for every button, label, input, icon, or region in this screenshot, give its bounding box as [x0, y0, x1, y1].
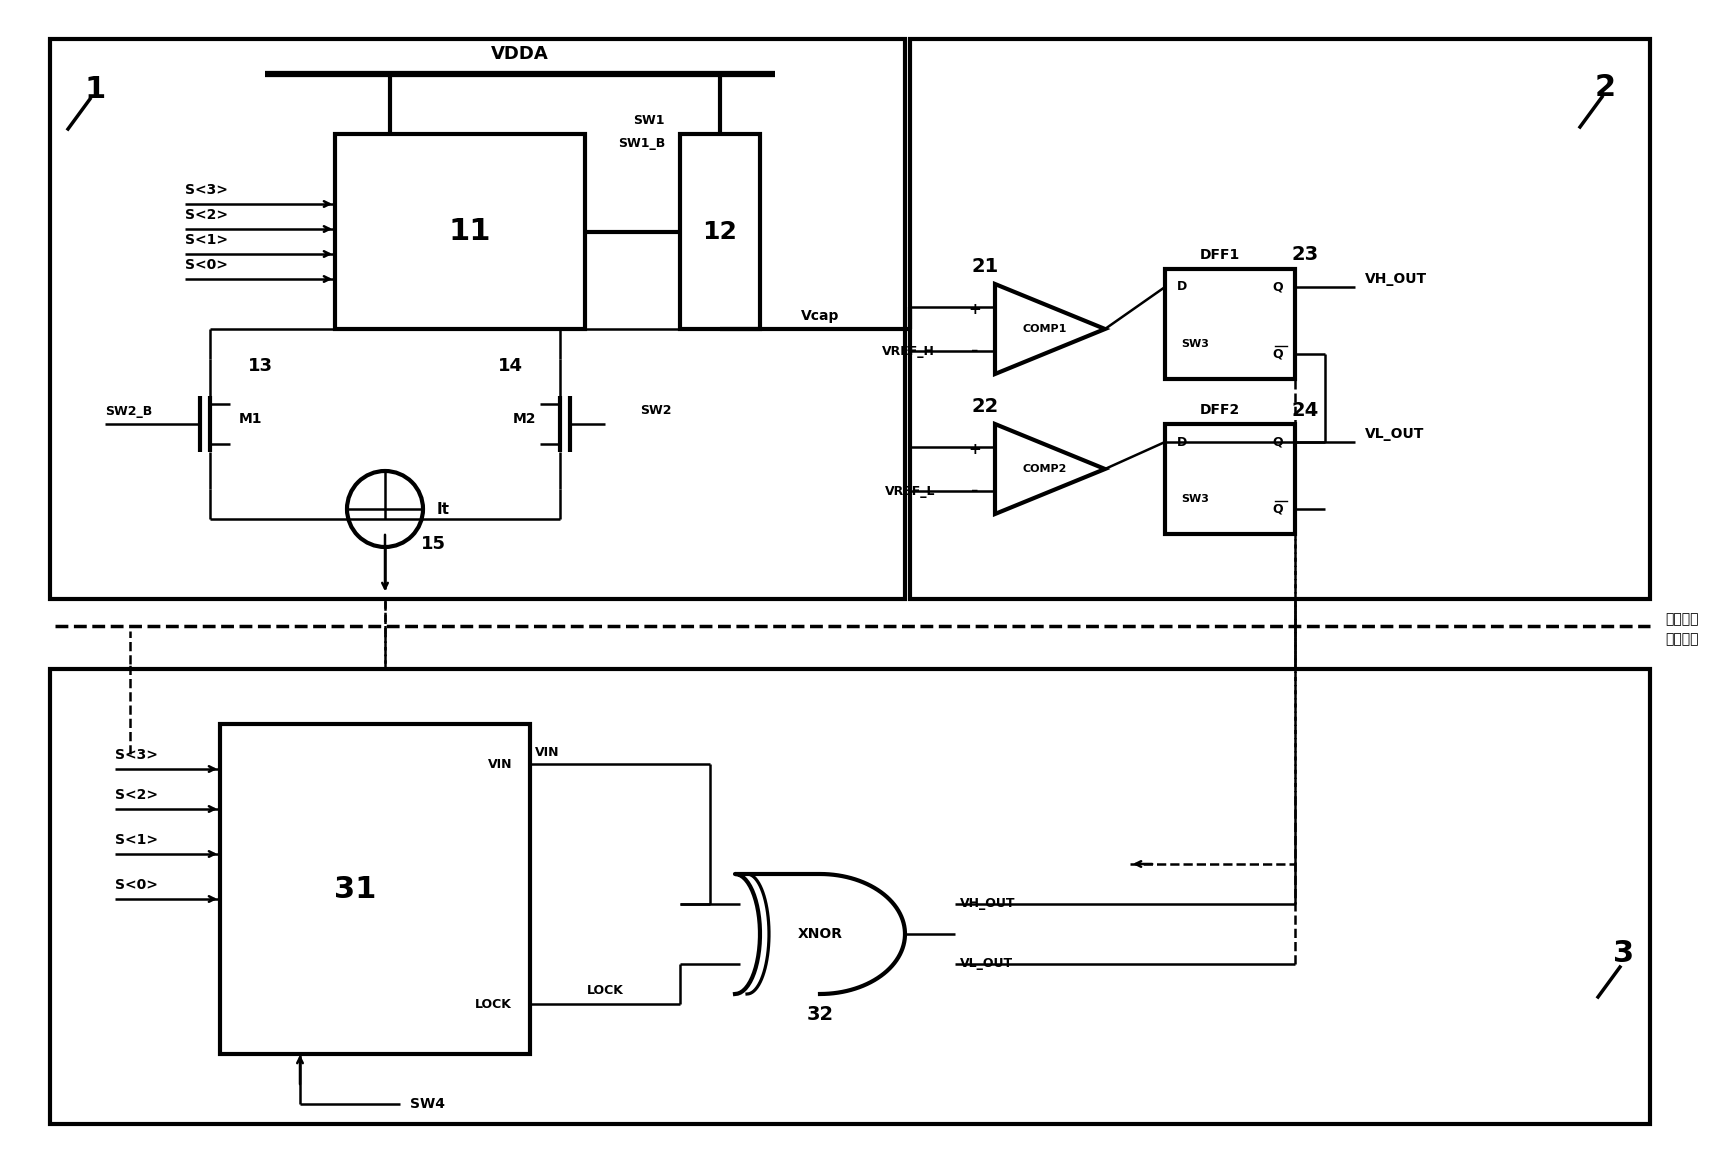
- Text: Q: Q: [1272, 503, 1284, 516]
- Text: 21: 21: [971, 256, 999, 276]
- Text: DFF1: DFF1: [1199, 248, 1241, 262]
- Text: M1: M1: [239, 411, 263, 426]
- Text: 模拟部分: 模拟部分: [1665, 613, 1699, 627]
- Text: S<1>: S<1>: [115, 833, 158, 848]
- Text: 12: 12: [702, 220, 738, 244]
- Text: Q: Q: [1272, 281, 1284, 293]
- Text: +: +: [968, 302, 982, 317]
- Text: 2: 2: [1594, 72, 1615, 102]
- Text: Vcap: Vcap: [801, 309, 839, 323]
- Text: Q: Q: [1272, 436, 1284, 449]
- Text: Q: Q: [1272, 347, 1284, 360]
- Text: M2: M2: [513, 411, 537, 426]
- Text: SW1: SW1: [633, 115, 666, 127]
- Text: LOCK: LOCK: [475, 997, 511, 1010]
- Text: 24: 24: [1292, 401, 1318, 420]
- Text: 23: 23: [1292, 245, 1318, 264]
- Text: SW4: SW4: [410, 1097, 444, 1111]
- Text: 3: 3: [1613, 940, 1635, 968]
- Text: VH_OUT: VH_OUT: [1364, 272, 1428, 286]
- Text: S<3>: S<3>: [185, 184, 228, 198]
- Text: VH_OUT: VH_OUT: [959, 898, 1016, 911]
- Bar: [220, 724, 530, 1054]
- Bar: [50, 669, 1651, 1125]
- Bar: [1165, 269, 1296, 379]
- Bar: [680, 134, 760, 328]
- Text: 数字部分: 数字部分: [1665, 632, 1699, 646]
- Text: 15: 15: [420, 535, 446, 553]
- Bar: [50, 39, 904, 599]
- Text: 14: 14: [498, 357, 522, 375]
- Text: VREF_H: VREF_H: [882, 345, 935, 358]
- Text: 11: 11: [450, 217, 491, 247]
- Text: SW2: SW2: [640, 404, 671, 417]
- Text: VIN: VIN: [487, 758, 511, 770]
- Text: VL_OUT: VL_OUT: [959, 957, 1012, 970]
- Text: S<2>: S<2>: [185, 208, 228, 222]
- Text: S<3>: S<3>: [115, 748, 158, 762]
- Text: SW3: SW3: [1181, 494, 1210, 504]
- Text: It: It: [436, 502, 450, 517]
- Bar: [909, 39, 1651, 599]
- Text: +: +: [968, 442, 982, 457]
- Text: -: -: [971, 343, 978, 360]
- Text: LOCK: LOCK: [587, 984, 623, 997]
- Text: D: D: [1177, 281, 1187, 293]
- Text: VDDA: VDDA: [491, 44, 549, 63]
- Text: SW1_B: SW1_B: [618, 138, 666, 151]
- Text: VREF_L: VREF_L: [884, 484, 935, 498]
- Text: S<0>: S<0>: [185, 258, 228, 272]
- Text: COMP2: COMP2: [1023, 464, 1067, 473]
- Text: D: D: [1177, 436, 1187, 449]
- Bar: [1165, 424, 1296, 534]
- Text: VL_OUT: VL_OUT: [1364, 427, 1424, 441]
- Text: SW3: SW3: [1181, 339, 1210, 350]
- Text: COMP1: COMP1: [1023, 324, 1067, 334]
- Text: 13: 13: [247, 357, 273, 375]
- Text: DFF2: DFF2: [1199, 403, 1241, 417]
- Text: S<2>: S<2>: [115, 788, 158, 802]
- Text: 22: 22: [971, 396, 999, 415]
- Text: -: -: [971, 482, 978, 500]
- Text: S<0>: S<0>: [115, 878, 158, 892]
- Text: XNOR: XNOR: [798, 927, 843, 941]
- Text: 32: 32: [807, 1004, 834, 1024]
- Text: VIN: VIN: [535, 746, 559, 759]
- Text: 31: 31: [335, 874, 376, 904]
- Text: SW2_B: SW2_B: [105, 404, 153, 417]
- Text: S<1>: S<1>: [185, 233, 228, 247]
- Text: 1: 1: [84, 75, 106, 104]
- Bar: [335, 134, 585, 328]
